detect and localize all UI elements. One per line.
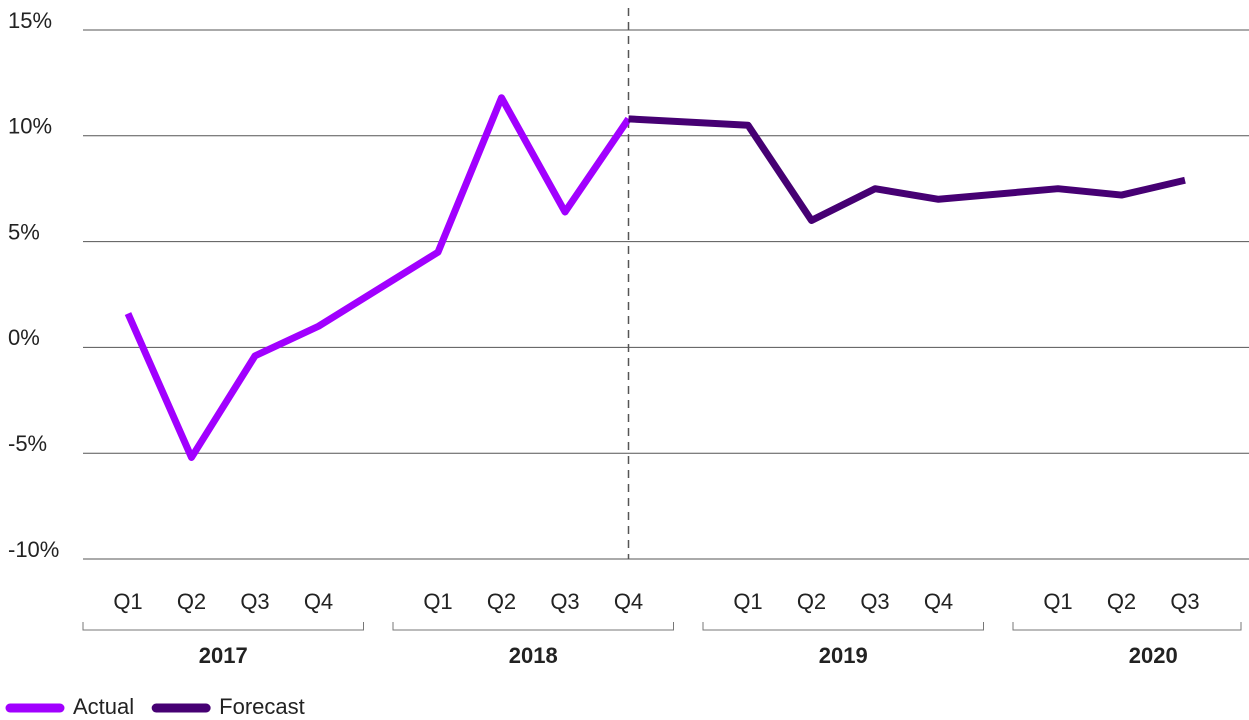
x-tick-label: Q1: [423, 589, 452, 614]
group-bracket: [702, 622, 984, 631]
x-tick-label: Q1: [733, 589, 762, 614]
x-tick-label: Q3: [550, 589, 579, 614]
legend-label: Actual: [73, 694, 134, 719]
legend-label: Forecast: [219, 694, 305, 719]
x-tick-label: Q3: [240, 589, 269, 614]
x-tick-label: Q4: [304, 589, 333, 614]
x-tick-label: Q4: [924, 589, 953, 614]
x-tick-label: Q2: [1107, 589, 1136, 614]
series-line: [124, 94, 632, 461]
group-bracket: [82, 622, 364, 631]
y-tick-label: 5%: [8, 219, 40, 244]
series-line: [628, 115, 1186, 224]
x-tick-label: Q3: [860, 589, 889, 614]
group-bracket: [392, 622, 674, 631]
y-tick-label: 0%: [8, 325, 40, 350]
x-tick-label: Q3: [1170, 589, 1199, 614]
group-label: 2017: [199, 643, 248, 668]
y-tick-label: 15%: [8, 8, 52, 33]
y-tick-label: -5%: [8, 431, 47, 456]
x-tick-label: Q1: [1043, 589, 1072, 614]
x-tick-label: Q4: [614, 589, 643, 614]
x-tick-label: Q2: [177, 589, 206, 614]
y-tick-label: 10%: [8, 114, 52, 139]
x-tick-label: Q2: [797, 589, 826, 614]
group-label: 2018: [509, 643, 558, 668]
group-label: 2020: [1129, 643, 1178, 668]
group-bracket: [1012, 622, 1242, 631]
x-tick-label: Q2: [487, 589, 516, 614]
x-tick-label: Q1: [113, 589, 142, 614]
group-label: 2019: [819, 643, 868, 668]
y-tick-label: -10%: [8, 537, 59, 562]
